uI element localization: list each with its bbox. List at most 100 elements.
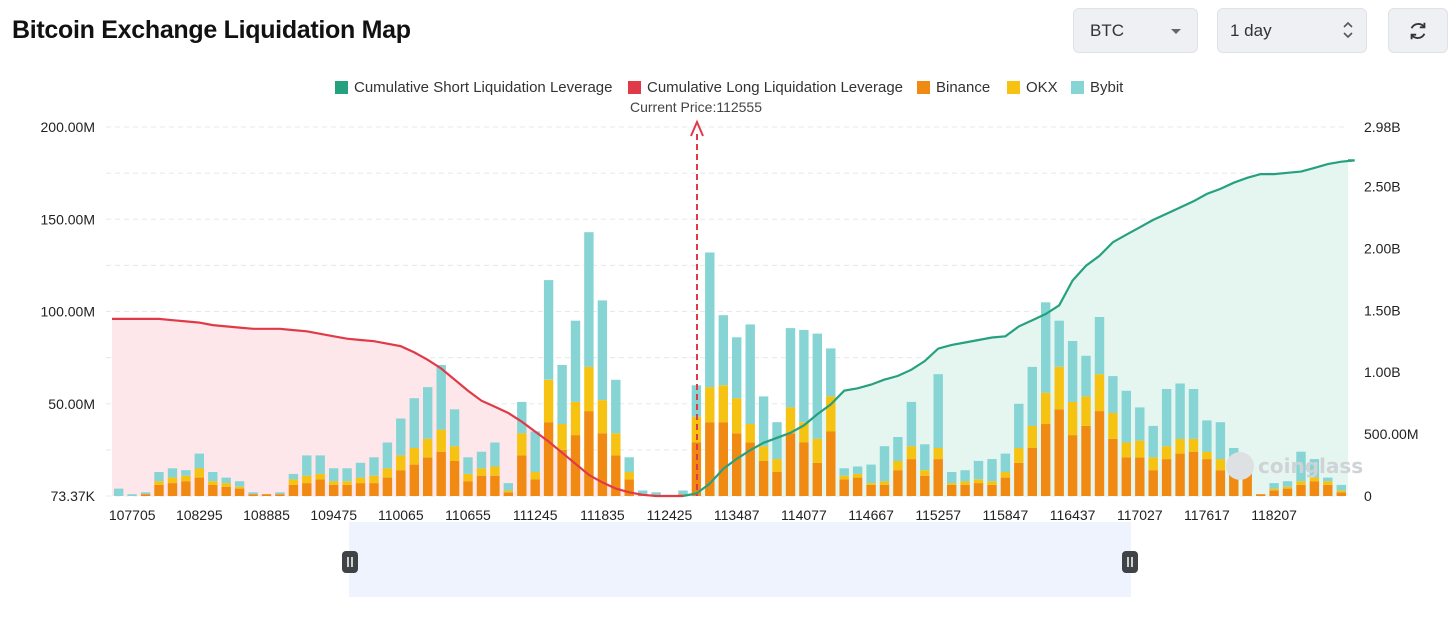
x-tick-label: 107705 [109,507,156,523]
range-select[interactable]: 1 day [1217,8,1367,53]
bar-bybit [732,337,742,399]
bar-binance [1067,435,1078,496]
x-tick-label: 110655 [445,507,491,523]
bar-binance [1094,411,1105,496]
bar-binance [879,484,890,496]
bar-bybit [879,446,890,482]
bar-bybit [906,401,917,447]
bar-okx [812,438,822,463]
bar-bybit [557,365,567,424]
bar-binance [449,460,460,496]
bar-okx [1121,442,1131,458]
bar-binance [611,455,621,496]
bar-bybit [221,477,231,484]
slider-window[interactable] [349,522,1131,597]
x-tick-label: 115847 [983,507,1029,523]
y-right-tick-label: 1.00B [1364,364,1401,380]
bar-bybit [1041,302,1051,393]
bar-bybit [1014,403,1024,449]
bar-binance [1081,425,1091,496]
x-tick-label: 108295 [176,507,223,523]
x-tick-label: 111245 [513,507,558,523]
bar-okx [1067,401,1078,436]
symbol-select[interactable]: BTC [1073,8,1198,53]
bar-bybit [611,379,621,434]
short-cumulative-area [683,160,1355,496]
long-cumulative-area [112,318,683,496]
bar-binance [1336,492,1346,496]
bar-binance [597,433,608,496]
bar-okx [718,385,728,423]
bar-binance [234,488,245,496]
bar-okx [1175,438,1185,454]
long-cumulative-line [112,317,683,498]
bar-bybit [396,418,406,456]
bar-bybit [638,490,648,495]
refresh-icon [1410,22,1426,39]
legend-label-bybit[interactable]: Bybit [1090,79,1124,96]
x-tick-label: 116437 [1050,507,1096,523]
bar-bybit [1269,483,1279,489]
bar-okx [449,446,460,461]
bar-binance [409,464,419,496]
bar-binance [355,483,366,496]
bar-binance [396,470,406,496]
slider-handle-right[interactable] [1122,551,1138,573]
bar-okx [517,433,527,456]
bar-bybit [1336,484,1346,491]
bar-okx [557,424,567,450]
bar-bybit [275,492,285,495]
bar-okx [1108,413,1118,439]
bar-okx [1202,451,1212,460]
bar-binance [839,479,849,496]
bar-binance [1135,457,1145,496]
bar-binance [1108,438,1118,496]
bar-binance [866,484,876,496]
bar-bybit [1148,425,1158,458]
bar-bybit [691,385,702,417]
bar-okx [208,481,218,485]
legend-label-short[interactable]: Cumulative Short Liquidation Leverage [354,79,613,96]
bar-binance [1121,457,1131,496]
refresh-button[interactable] [1388,8,1448,53]
bar-okx [570,401,581,436]
bar-bybit [1054,320,1064,367]
bar-binance [275,494,285,496]
bar-bybit [194,453,204,469]
bar-okx [597,400,608,434]
bar-binance [893,470,903,496]
bar-binance [208,484,218,496]
range-slider[interactable] [342,522,1138,597]
bar-bybit [584,232,594,367]
slider-handle-left[interactable] [342,551,358,573]
bar-bybit [718,315,728,386]
legend-label-binance[interactable]: Binance [936,79,990,96]
bar-binance [1256,494,1266,496]
y-right-tick-label: 2.50B [1364,178,1401,194]
bar-okx [409,448,419,465]
legend-label-okx[interactable]: OKX [1026,79,1058,96]
bar-bybit [1309,459,1320,478]
bar-bybit [530,431,540,472]
bar-binance [973,483,984,496]
bar-bybit [329,468,339,482]
bar-binance [530,479,540,496]
bar-bybit [517,401,527,434]
bar-bybit [973,460,984,480]
bar-binance [167,483,178,496]
watermark: coinglass [1226,452,1363,480]
bar-binance [1202,459,1212,496]
bar-bybit [1000,453,1011,472]
bar-bybit [785,328,796,408]
legend-label-long[interactable]: Cumulative Long Liquidation Leverage [647,79,903,96]
bar-binance [1041,424,1051,496]
x-tick-label: 117027 [1117,507,1163,523]
bar-binance [906,459,917,496]
bar-okx [772,459,782,472]
bar-bybit [852,466,863,474]
bar-binance [140,494,151,496]
bar-binance [463,481,473,496]
watermark-text: coinglass [1258,454,1363,478]
bar-bybit [960,470,970,482]
bar-bybit [140,492,151,495]
